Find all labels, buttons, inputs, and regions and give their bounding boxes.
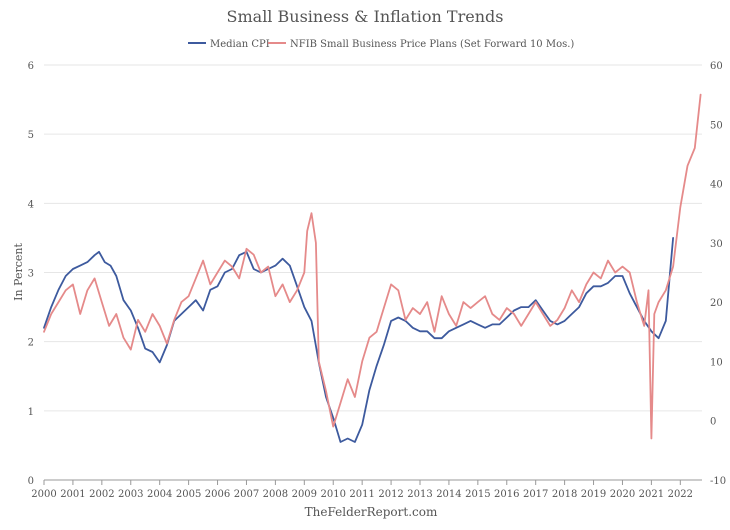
y-axis-title: In Percent bbox=[12, 243, 25, 301]
y2-tick-label: -10 bbox=[710, 476, 726, 487]
x-tick-label: 2022 bbox=[668, 489, 693, 500]
x-tick-label: 2007 bbox=[234, 489, 259, 500]
y-tick-label: 1 bbox=[28, 407, 34, 418]
right-axis-ticks: -10 0 10 20 30 40 50 60 bbox=[710, 61, 726, 487]
x-tick-label: 2012 bbox=[378, 489, 403, 500]
y2-tick-label: 60 bbox=[710, 61, 723, 72]
y-tick-label: 4 bbox=[28, 199, 34, 210]
y2-tick-label: 50 bbox=[710, 120, 723, 131]
x-tick-label: 2002 bbox=[89, 489, 114, 500]
y-tick-label: 2 bbox=[28, 338, 34, 349]
legend-label-nfib: NFIB Small Business Price Plans (Set For… bbox=[290, 39, 574, 50]
y-tick-label: 5 bbox=[28, 130, 34, 141]
x-tick-label: 2017 bbox=[523, 489, 548, 500]
x-tick-label: 2011 bbox=[349, 489, 374, 500]
legend-label-median-cpi: Median CPI bbox=[210, 39, 270, 50]
x-tick-label: 2016 bbox=[494, 489, 519, 500]
y-tick-label: 6 bbox=[28, 61, 34, 72]
legend: Median CPI NFIB Small Business Price Pla… bbox=[188, 39, 574, 50]
y2-tick-label: 10 bbox=[710, 357, 723, 368]
x-tick-label: 2001 bbox=[60, 489, 85, 500]
x-tick-label: 2008 bbox=[263, 489, 288, 500]
source-credit: TheFelderReport.com bbox=[305, 505, 438, 519]
y2-tick-label: 40 bbox=[710, 180, 723, 191]
x-tick-label: 2013 bbox=[407, 489, 432, 500]
y-tick-label: 3 bbox=[28, 269, 34, 280]
x-tick-label: 2005 bbox=[176, 489, 201, 500]
x-axis-ticks: 2000 2001 2002 2003 2004 2005 2006 2007 2008 2009… bbox=[31, 479, 702, 500]
left-axis-ticks: 0 1 2 3 4 5 6 bbox=[28, 61, 34, 487]
x-tick-label: 2010 bbox=[321, 489, 346, 500]
chart-title: Small Business & Inflation Trends bbox=[227, 7, 504, 26]
y2-tick-label: 30 bbox=[710, 239, 723, 250]
x-tick-label: 2019 bbox=[581, 489, 606, 500]
series-line-nfib-price-plans bbox=[43, 93, 702, 440]
x-tick-label: 2021 bbox=[639, 489, 664, 500]
series-lines bbox=[43, 93, 702, 443]
y2-tick-label: 20 bbox=[710, 298, 723, 309]
x-tick-label: 2014 bbox=[436, 489, 461, 500]
x-tick-label: 2015 bbox=[465, 489, 490, 500]
series-line-median-cpi bbox=[43, 236, 674, 443]
x-tick-label: 2020 bbox=[610, 489, 635, 500]
x-tick-label: 2018 bbox=[552, 489, 577, 500]
x-tick-label: 2000 bbox=[31, 489, 56, 500]
x-tick-label: 2003 bbox=[118, 489, 143, 500]
x-tick-label: 2004 bbox=[147, 489, 172, 500]
x-tick-label: 2009 bbox=[292, 489, 317, 500]
y2-tick-label: 0 bbox=[710, 417, 716, 428]
x-tick-label: 2006 bbox=[205, 489, 230, 500]
y-tick-label: 0 bbox=[28, 476, 34, 487]
